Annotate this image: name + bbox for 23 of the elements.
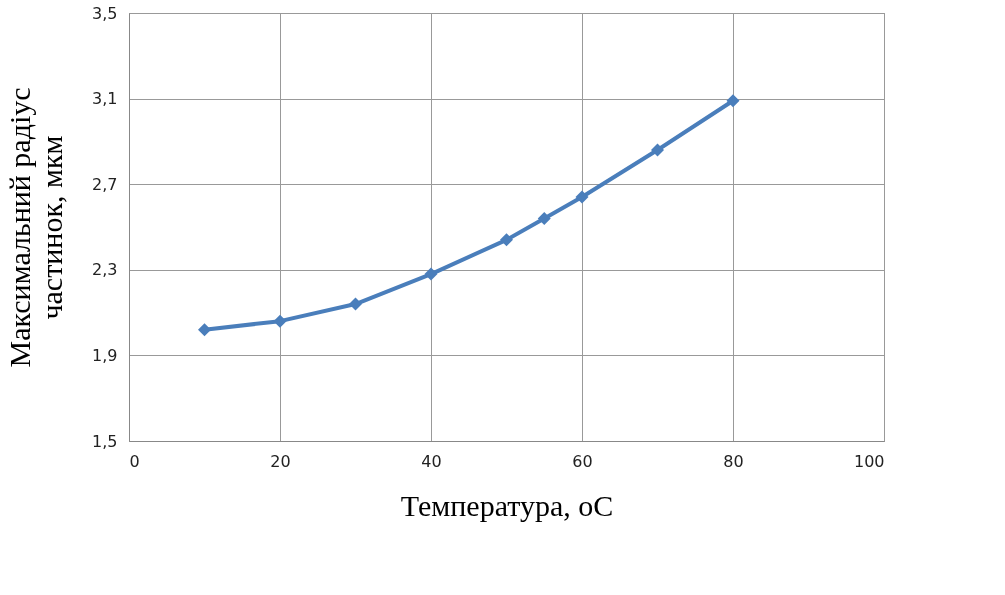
point bbox=[650, 143, 665, 157]
x-tick-label: 40 bbox=[421, 451, 442, 471]
y-tick-label: 1,9 bbox=[92, 345, 118, 365]
x-tick-label: 100 bbox=[853, 451, 885, 471]
y-tick-label: 3,1 bbox=[92, 89, 118, 109]
point bbox=[197, 323, 212, 337]
y-tick-label: 3,5 bbox=[92, 3, 118, 23]
y-tick-label: 2,3 bbox=[92, 260, 118, 280]
point bbox=[273, 314, 287, 328]
x-tick-label: 60 bbox=[572, 451, 593, 471]
point bbox=[575, 190, 589, 204]
y-tick-label: 2,7 bbox=[92, 174, 118, 194]
point bbox=[537, 211, 551, 225]
y-axis-title: Максимальний радіус частинок, мкм bbox=[3, 87, 69, 368]
point bbox=[348, 297, 363, 311]
point bbox=[726, 94, 740, 108]
x-axis-title: Температура, оС bbox=[400, 488, 614, 522]
x-tick-label: 80 bbox=[723, 451, 744, 471]
y-tick-label: 1,5 bbox=[92, 431, 118, 451]
x-tick-label: 20 bbox=[270, 451, 291, 471]
point bbox=[499, 233, 514, 247]
point bbox=[424, 267, 438, 281]
x-tick-label: 0 bbox=[129, 451, 140, 471]
